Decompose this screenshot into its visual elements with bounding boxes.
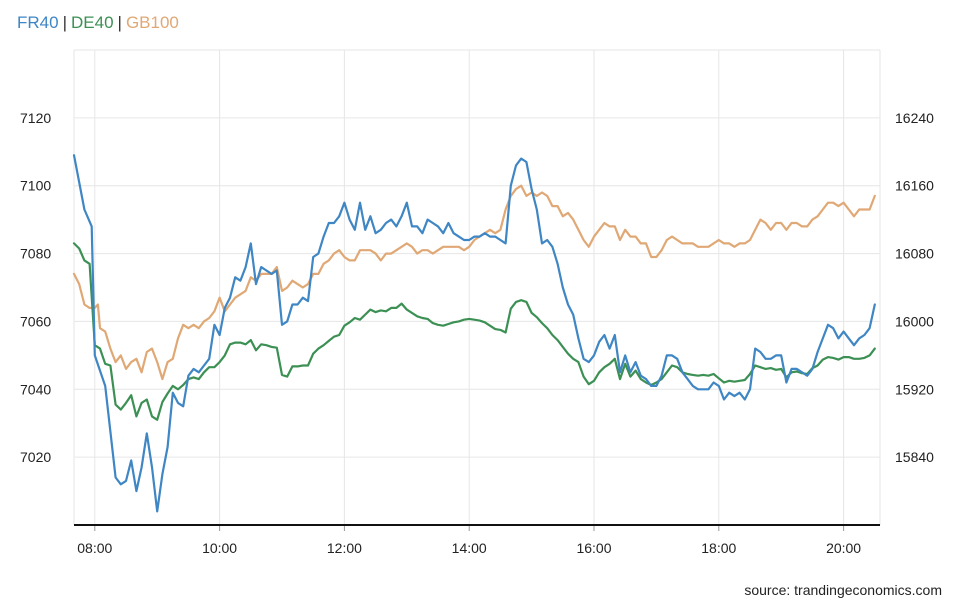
y-right-tick-label: 15920	[895, 381, 934, 397]
y-left-tick-label: 7060	[20, 313, 51, 329]
grid-lines	[73, 49, 881, 525]
x-tick-label: 10:00	[202, 540, 237, 556]
y-right-tick-label: 16240	[895, 110, 934, 126]
legend-de40[interactable]: DE40	[71, 13, 114, 32]
chart-legend: FR40 | DE40 | GB100	[17, 13, 179, 33]
y-left-tick-label: 7040	[20, 381, 51, 397]
y-right-tick-label: 16160	[895, 178, 934, 194]
y-left-tick-label: 7120	[20, 110, 51, 126]
x-tick-label: 18:00	[701, 540, 736, 556]
y-axis-right: 15840 15920 16000 16080 16160 16240	[895, 110, 934, 465]
y-right-tick-label: 16000	[895, 313, 934, 329]
series-lines	[72, 154, 876, 513]
series-line-fr40	[72, 154, 876, 513]
x-axis: 08:00 10:00 12:00 14:00 16:00 18:00 20:00	[74, 524, 880, 556]
x-tick-label: 12:00	[327, 540, 362, 556]
series-line-gb100	[72, 184, 876, 381]
x-tick-label: 20:00	[826, 540, 861, 556]
y-left-tick-label: 7020	[20, 449, 51, 465]
legend-gb100[interactable]: GB100	[125, 13, 179, 32]
legend-fr40[interactable]: FR40	[17, 13, 59, 32]
y-left-tick-label: 7080	[20, 246, 51, 262]
x-tick-label: 08:00	[77, 540, 112, 556]
source-credit[interactable]: source: trandingeconomics.com	[744, 582, 942, 598]
legend-separator: |	[117, 13, 122, 32]
y-right-tick-label: 16080	[895, 246, 934, 262]
y-right-tick-label: 15840	[895, 449, 934, 465]
y-axis-left: 7020 7040 7060 7080 7100 7120	[20, 110, 51, 465]
series-line-de40	[72, 242, 876, 421]
y-left-tick-label: 7100	[20, 178, 51, 194]
x-tick-label: 14:00	[452, 540, 487, 556]
legend-separator: |	[62, 13, 67, 32]
x-tick-label: 16:00	[576, 540, 611, 556]
